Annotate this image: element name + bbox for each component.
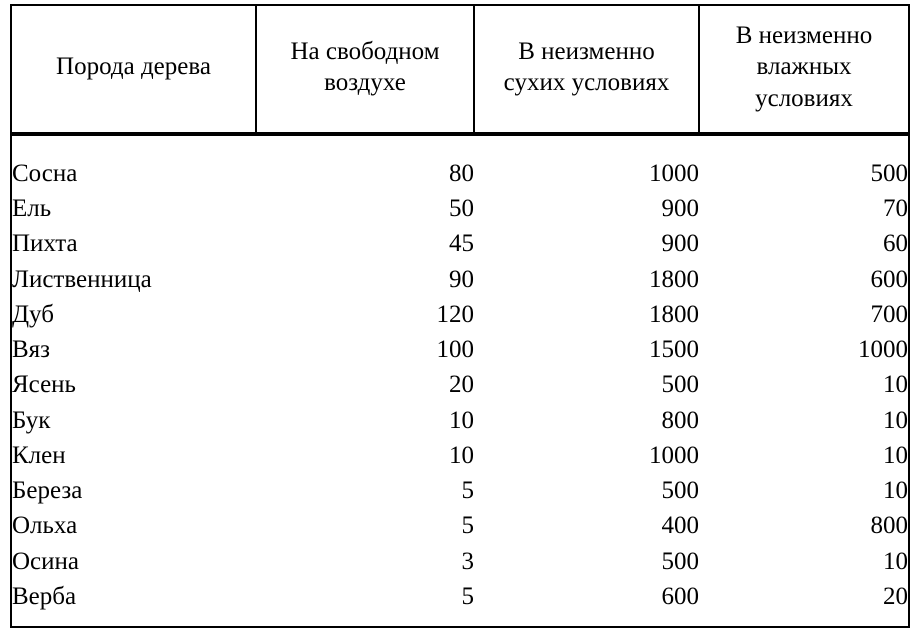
cell-species: Лиственница [11, 262, 256, 297]
table-row: Ольха 5 400 800 [11, 508, 909, 543]
column-header-wet: В неизменно влажных условиях [699, 5, 909, 134]
cell-species: Дуб [11, 297, 256, 332]
cell-open-air: 100 [256, 332, 474, 367]
cell-dry: 1000 [474, 438, 699, 473]
cell-open-air: 20 [256, 367, 474, 402]
cell-species: Клен [11, 438, 256, 473]
cell-species: Береза [11, 473, 256, 508]
cell-open-air: 45 [256, 226, 474, 261]
table-row: Вяз 100 1500 1000 [11, 332, 909, 367]
cell-dry: 900 [474, 191, 699, 226]
table-row: Клен 10 1000 10 [11, 438, 909, 473]
cell-species: Вяз [11, 332, 256, 367]
cell-species: Верба [11, 579, 256, 627]
cell-wet: 10 [699, 473, 909, 508]
cell-wet: 500 [699, 134, 909, 191]
cell-dry: 500 [474, 473, 699, 508]
cell-dry: 800 [474, 403, 699, 438]
cell-species: Ель [11, 191, 256, 226]
cell-wet: 20 [699, 579, 909, 627]
table-row: Ель 50 900 70 [11, 191, 909, 226]
table-body: Сосна 80 1000 500 Ель 50 900 70 Пихта 45… [11, 134, 909, 627]
column-header-open-air: На свободном воздухе [256, 5, 474, 134]
table-row: Дуб 120 1800 700 [11, 297, 909, 332]
cell-dry: 500 [474, 367, 699, 402]
table-row: Лиственница 90 1800 600 [11, 262, 909, 297]
column-header-species: Порода дерева [11, 5, 256, 134]
cell-open-air: 10 [256, 438, 474, 473]
cell-species: Ясень [11, 367, 256, 402]
cell-wet: 10 [699, 438, 909, 473]
cell-species: Пихта [11, 226, 256, 261]
table-row: Осина 3 500 10 [11, 544, 909, 579]
cell-wet: 10 [699, 403, 909, 438]
cell-open-air: 5 [256, 508, 474, 543]
cell-wet: 700 [699, 297, 909, 332]
table-container: Порода дерева На свободном воздухе В неи… [0, 0, 918, 632]
table-header-row: Порода дерева На свободном воздухе В неи… [11, 5, 909, 134]
cell-dry: 500 [474, 544, 699, 579]
cell-wet: 1000 [699, 332, 909, 367]
cell-open-air: 80 [256, 134, 474, 191]
cell-open-air: 90 [256, 262, 474, 297]
table-row: Бук 10 800 10 [11, 403, 909, 438]
cell-open-air: 10 [256, 403, 474, 438]
cell-open-air: 5 [256, 473, 474, 508]
cell-species: Сосна [11, 134, 256, 191]
cell-dry: 900 [474, 226, 699, 261]
cell-species: Осина [11, 544, 256, 579]
table-row: Береза 5 500 10 [11, 473, 909, 508]
cell-wet: 600 [699, 262, 909, 297]
table-row: Ясень 20 500 10 [11, 367, 909, 402]
cell-dry: 1800 [474, 297, 699, 332]
cell-open-air: 3 [256, 544, 474, 579]
cell-wet: 60 [699, 226, 909, 261]
cell-open-air: 50 [256, 191, 474, 226]
table-row: Верба 5 600 20 [11, 579, 909, 627]
cell-dry: 400 [474, 508, 699, 543]
cell-wet: 10 [699, 544, 909, 579]
wood-durability-table: Порода дерева На свободном воздухе В неи… [10, 4, 910, 628]
table-row: Сосна 80 1000 500 [11, 134, 909, 191]
cell-species: Ольха [11, 508, 256, 543]
cell-open-air: 5 [256, 579, 474, 627]
cell-wet: 10 [699, 367, 909, 402]
cell-wet: 800 [699, 508, 909, 543]
column-header-dry: В неизменно сухих условиях [474, 5, 699, 134]
cell-dry: 1000 [474, 134, 699, 191]
cell-open-air: 120 [256, 297, 474, 332]
cell-species: Бук [11, 403, 256, 438]
cell-dry: 1800 [474, 262, 699, 297]
cell-wet: 70 [699, 191, 909, 226]
cell-dry: 600 [474, 579, 699, 627]
cell-dry: 1500 [474, 332, 699, 367]
table-row: Пихта 45 900 60 [11, 226, 909, 261]
